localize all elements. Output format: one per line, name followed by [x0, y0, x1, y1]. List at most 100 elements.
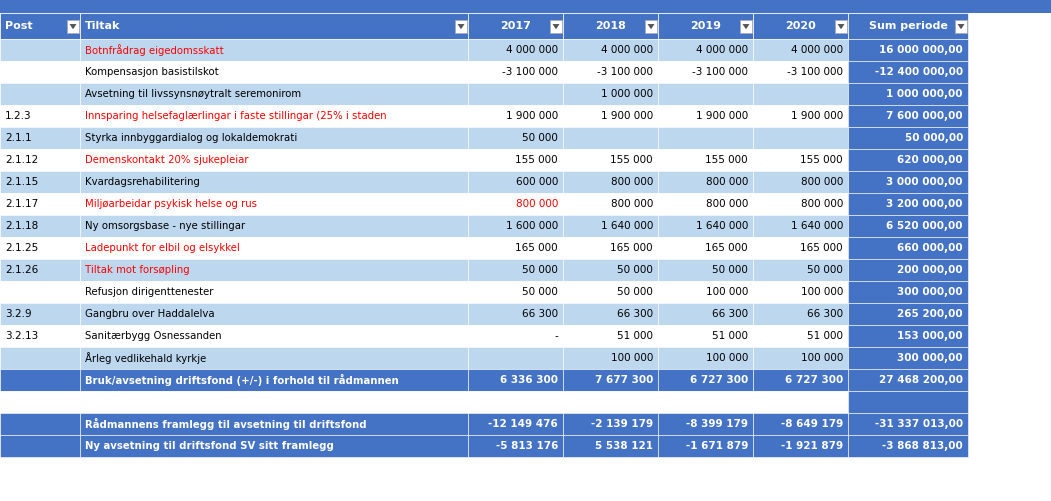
Text: 1 600 000: 1 600 000 [506, 221, 558, 231]
Bar [80, 325, 468, 347]
Bar [753, 215, 848, 237]
Bar [753, 303, 848, 325]
Polygon shape [647, 24, 655, 29]
Bar [658, 127, 753, 149]
Bar [0, 171, 80, 193]
Bar [80, 303, 468, 325]
Bar [0, 61, 80, 83]
Bar [80, 215, 468, 237]
Text: 800 000: 800 000 [516, 199, 558, 209]
Text: 66 300: 66 300 [617, 309, 653, 319]
Bar [0, 105, 80, 127]
Bar [0, 215, 80, 237]
Bar [468, 259, 563, 281]
Text: 50 000: 50 000 [522, 133, 558, 143]
Text: 2.1.18: 2.1.18 [5, 221, 38, 231]
Text: Demenskontakt 20% sjukepleiar: Demenskontakt 20% sjukepleiar [85, 155, 248, 165]
Text: Ny avsetning til driftsfond SV sitt framlegg: Ny avsetning til driftsfond SV sitt fram… [85, 441, 334, 451]
Bar [753, 281, 848, 303]
Text: -: - [554, 331, 558, 341]
Text: 620 000,00: 620 000,00 [898, 155, 963, 165]
Bar [0, 347, 80, 369]
Text: 3 200 000,00: 3 200 000,00 [886, 199, 963, 209]
Bar [834, 20, 847, 33]
Text: 50 000: 50 000 [807, 265, 843, 275]
Text: 100 000: 100 000 [801, 353, 843, 363]
Bar [658, 413, 753, 435]
Text: 2.1.26: 2.1.26 [5, 265, 38, 275]
Bar [0, 13, 80, 39]
Bar [753, 325, 848, 347]
Bar [563, 259, 658, 281]
Text: 66 300: 66 300 [522, 309, 558, 319]
Bar [563, 105, 658, 127]
Bar [80, 105, 468, 127]
Bar [753, 149, 848, 171]
Bar [848, 435, 968, 457]
Bar [80, 127, 468, 149]
Bar [80, 369, 468, 391]
Text: -3 100 000: -3 100 000 [692, 67, 748, 77]
Bar [563, 413, 658, 435]
Bar [658, 391, 753, 413]
Text: 165 000: 165 000 [705, 243, 748, 253]
Text: -3 100 000: -3 100 000 [502, 67, 558, 77]
Polygon shape [957, 24, 965, 29]
Text: 4 000 000: 4 000 000 [506, 45, 558, 55]
Bar [80, 13, 468, 39]
Text: 165 000: 165 000 [801, 243, 843, 253]
Bar [550, 20, 562, 33]
Text: Rådmannens framlegg til avsetning til driftsfond: Rådmannens framlegg til avsetning til dr… [85, 418, 367, 430]
Text: 100 000: 100 000 [705, 353, 748, 363]
Bar [563, 193, 658, 215]
Bar [80, 391, 468, 413]
Polygon shape [553, 24, 559, 29]
Text: 2.1.25: 2.1.25 [5, 243, 38, 253]
Text: 800 000: 800 000 [611, 199, 653, 209]
Bar [563, 215, 658, 237]
Text: 50 000: 50 000 [713, 265, 748, 275]
Bar [468, 193, 563, 215]
Bar [563, 149, 658, 171]
Text: Kompensasjon basistilskot: Kompensasjon basistilskot [85, 67, 219, 77]
Bar [848, 237, 968, 259]
Text: Tiltak: Tiltak [85, 21, 121, 31]
Bar [753, 435, 848, 457]
Text: Årleg vedlikehald kyrkje: Årleg vedlikehald kyrkje [85, 352, 206, 364]
Text: -5 813 176: -5 813 176 [496, 441, 558, 451]
Text: 2019: 2019 [691, 21, 721, 31]
Text: 100 000: 100 000 [801, 287, 843, 297]
Bar [468, 149, 563, 171]
Bar [848, 39, 968, 61]
Bar [658, 369, 753, 391]
Bar [848, 83, 968, 105]
Bar [67, 20, 79, 33]
Bar [848, 61, 968, 83]
Text: 1 640 000: 1 640 000 [600, 221, 653, 231]
Bar [80, 347, 468, 369]
Text: Styrka innbyggardialog og lokaldemokrati: Styrka innbyggardialog og lokaldemokrati [85, 133, 297, 143]
Text: Botnfrådrag eigedomsskatt: Botnfrådrag eigedomsskatt [85, 44, 224, 56]
Text: -12 149 476: -12 149 476 [489, 419, 558, 429]
Bar [468, 83, 563, 105]
Bar [468, 303, 563, 325]
Text: Kvardagsrehabilitering: Kvardagsrehabilitering [85, 177, 200, 187]
Text: 51 000: 51 000 [807, 331, 843, 341]
Text: 800 000: 800 000 [801, 199, 843, 209]
Bar [563, 61, 658, 83]
Bar [658, 215, 753, 237]
Text: 1 640 000: 1 640 000 [790, 221, 843, 231]
Text: 1 900 000: 1 900 000 [601, 111, 653, 121]
Bar [848, 105, 968, 127]
Bar [563, 347, 658, 369]
Bar [848, 171, 968, 193]
Bar [0, 259, 80, 281]
Text: 4 000 000: 4 000 000 [790, 45, 843, 55]
Bar [0, 83, 80, 105]
Bar [658, 149, 753, 171]
Text: 1 900 000: 1 900 000 [790, 111, 843, 121]
Bar [0, 193, 80, 215]
Bar [468, 39, 563, 61]
Text: Sum periode: Sum periode [868, 21, 947, 31]
Text: 155 000: 155 000 [801, 155, 843, 165]
